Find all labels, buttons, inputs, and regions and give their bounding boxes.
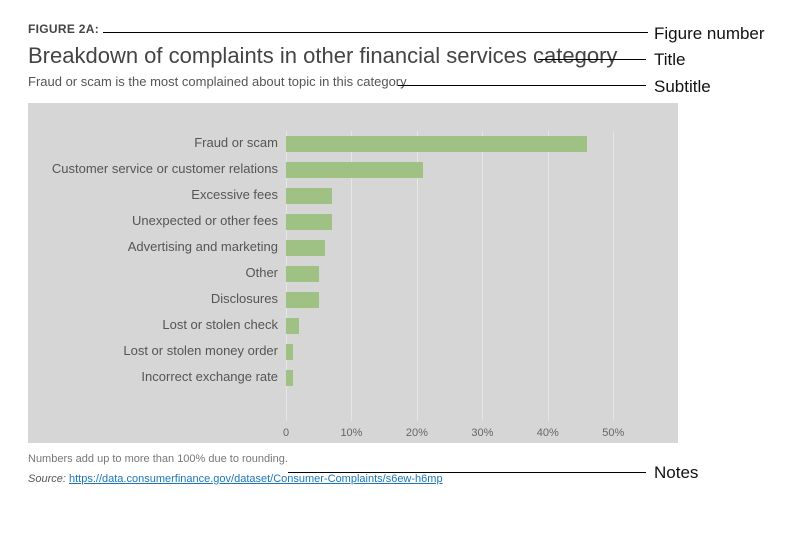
source-label: Source: (28, 473, 66, 485)
bar-row: Incorrect exchange rate (286, 365, 646, 391)
bar (286, 292, 319, 308)
bar-row: Customer service or customer relations (286, 157, 646, 183)
bar-row: Advertising and marketing (286, 235, 646, 261)
category-label: Incorrect exchange rate (28, 370, 278, 384)
callout-line (288, 472, 646, 473)
bar (286, 266, 319, 282)
bar (286, 136, 587, 152)
x-tick-label: 30% (471, 427, 493, 439)
chart-area: 010%20%30%40%50%Fraud or scamCustomer se… (28, 103, 678, 443)
x-tick-label: 40% (537, 427, 559, 439)
bar-row: Lost or stolen money order (286, 339, 646, 365)
category-label: Other (28, 266, 278, 280)
source-link[interactable]: https://data.consumerfinance.gov/dataset… (69, 473, 443, 485)
category-label: Lost or stolen check (28, 318, 278, 332)
callout-notes: Notes (654, 463, 698, 483)
bar-row: Disclosures (286, 287, 646, 313)
bar (286, 240, 325, 256)
callout-figure-number: Figure number (654, 24, 765, 44)
category-label: Unexpected or other fees (28, 214, 278, 228)
bar-row: Unexpected or other fees (286, 209, 646, 235)
category-label: Excessive fees (28, 188, 278, 202)
category-label: Lost or stolen money order (28, 344, 278, 358)
bar (286, 188, 332, 204)
bar (286, 318, 299, 334)
callout-line (538, 59, 646, 60)
bar-row: Lost or stolen check (286, 313, 646, 339)
bar (286, 214, 332, 230)
category-label: Disclosures (28, 292, 278, 306)
x-tick-label: 0 (283, 427, 289, 439)
bar (286, 370, 293, 386)
bar-row: Other (286, 261, 646, 287)
x-tick-label: 20% (406, 427, 428, 439)
callout-title: Title (654, 50, 686, 70)
x-tick-label: 10% (340, 427, 362, 439)
figure-container: FIGURE 2A: Breakdown of complaints in ot… (0, 0, 810, 547)
bar (286, 344, 293, 360)
bar-row: Excessive fees (286, 183, 646, 209)
category-label: Advertising and marketing (28, 240, 278, 254)
plot-region: 010%20%30%40%50%Fraud or scamCustomer se… (286, 131, 646, 421)
callout-line (398, 85, 646, 86)
bar-row: Fraud or scam (286, 131, 646, 157)
callout-line (103, 32, 648, 33)
bar (286, 162, 423, 178)
callout-subtitle: Subtitle (654, 77, 711, 97)
category-label: Fraud or scam (28, 136, 278, 150)
category-label: Customer service or customer relations (28, 162, 278, 176)
x-tick-label: 50% (602, 427, 624, 439)
